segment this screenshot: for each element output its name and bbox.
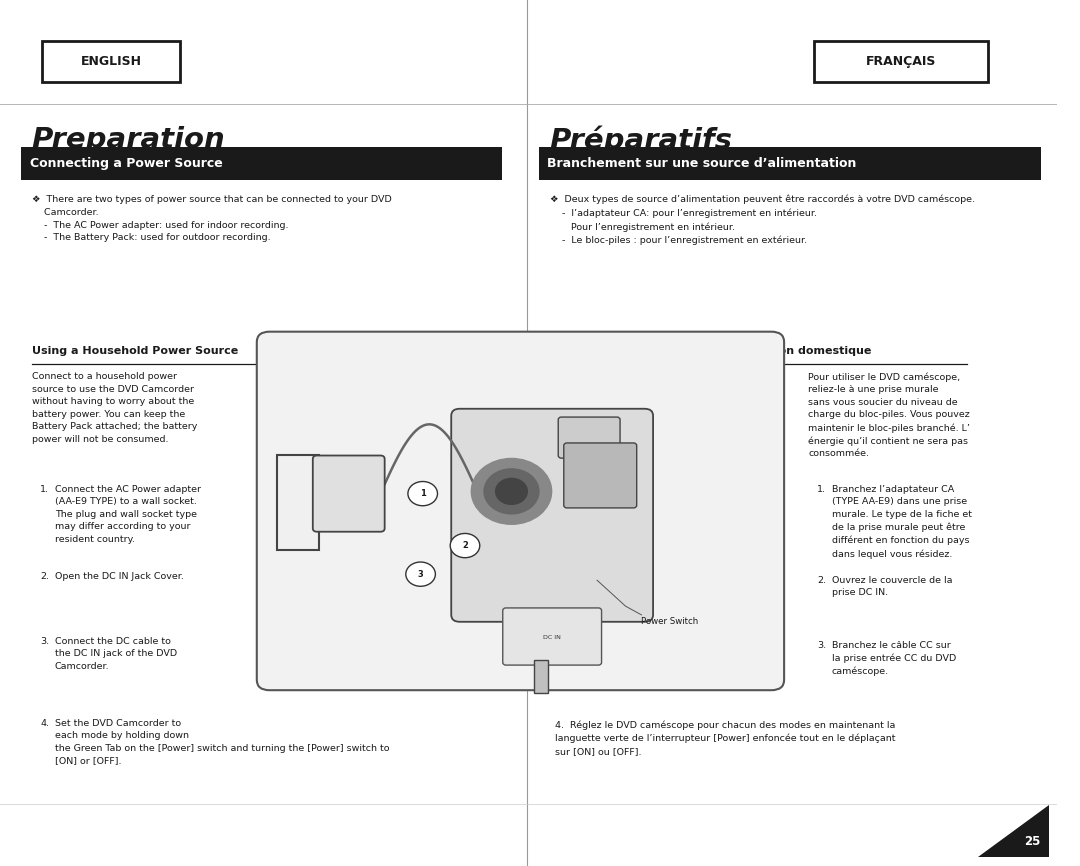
Text: Connect the AC Power adapter
(AA-E9 TYPE) to a wall socket.
The plug and wall so: Connect the AC Power adapter (AA-E9 TYPE…: [55, 485, 201, 544]
Text: FRANÇAIS: FRANÇAIS: [866, 55, 936, 68]
Bar: [539, 147, 1041, 180]
FancyBboxPatch shape: [558, 417, 620, 458]
Text: ❖  There are two types of power source that can be connected to your DVD
    Cam: ❖ There are two types of power source th…: [31, 195, 391, 242]
Text: Preparation: Preparation: [31, 126, 226, 153]
Text: Set the DVD Camcorder to
each mode by holding down
the Green Tab on the [Power] : Set the DVD Camcorder to each mode by ho…: [55, 719, 390, 766]
Text: Préparatifs: Préparatifs: [550, 126, 732, 155]
Text: Open the DC IN Jack Cover.: Open the DC IN Jack Cover.: [55, 572, 184, 580]
Circle shape: [406, 562, 435, 586]
Bar: [534, 660, 549, 693]
Circle shape: [408, 481, 437, 506]
Text: Using a Household Power Source: Using a Household Power Source: [31, 346, 238, 357]
FancyBboxPatch shape: [42, 41, 179, 82]
Text: Connect to a household power
source to use the DVD Camcorder
without having to w: Connect to a household power source to u…: [31, 372, 197, 444]
Text: Connecting a Power Source: Connecting a Power Source: [29, 157, 222, 171]
Bar: [22, 147, 502, 180]
Text: 25: 25: [1024, 835, 1041, 849]
Text: Branchez le câble CC sur
la prise entrée CC du DVD
caméscope.: Branchez le câble CC sur la prise entrée…: [832, 641, 956, 676]
FancyBboxPatch shape: [257, 332, 784, 690]
Text: 1.: 1.: [40, 485, 50, 494]
Circle shape: [496, 478, 527, 504]
FancyBboxPatch shape: [451, 409, 653, 622]
Text: Branchez l’adaptateur CA
(TYPE AA-E9) dans une prise
murale. Le type de la fiche: Branchez l’adaptateur CA (TYPE AA-E9) da…: [832, 485, 972, 559]
Text: DC IN: DC IN: [543, 635, 562, 640]
Bar: [276, 455, 320, 550]
Circle shape: [471, 458, 552, 524]
Text: Connect the DC cable to
the DC IN jack of the DVD
Camcorder.: Connect the DC cable to the DC IN jack o…: [55, 637, 177, 670]
Text: 2.: 2.: [40, 572, 50, 580]
Text: 1: 1: [420, 489, 426, 498]
Text: 4.: 4.: [40, 719, 50, 727]
Text: 3.: 3.: [40, 637, 50, 645]
FancyBboxPatch shape: [503, 608, 602, 665]
Text: ❖  Deux types de source d’alimentation peuvent être raccordés à votre DVD camésc: ❖ Deux types de source d’alimentation pe…: [550, 195, 974, 245]
Polygon shape: [977, 805, 1050, 857]
Circle shape: [484, 469, 539, 514]
FancyBboxPatch shape: [313, 456, 384, 532]
Text: Branchement sur une source d’alimentation: Branchement sur une source d’alimentatio…: [548, 157, 856, 171]
FancyBboxPatch shape: [564, 443, 637, 507]
Text: Power Switch: Power Switch: [642, 617, 699, 625]
Text: Pour utiliser le DVD caméscope,
reliez-le à une prise murale
sans vous soucier d: Pour utiliser le DVD caméscope, reliez-l…: [809, 372, 971, 458]
Text: 1.: 1.: [816, 485, 826, 494]
Text: 4.  Réglez le DVD caméscope pour chacun des modes en maintenant la
languette ver: 4. Réglez le DVD caméscope pour chacun d…: [555, 721, 895, 756]
Text: 2.: 2.: [816, 576, 826, 585]
Text: Ouvrez le couvercle de la
prise DC IN.: Ouvrez le couvercle de la prise DC IN.: [832, 576, 953, 598]
Text: 3.: 3.: [816, 641, 826, 650]
Text: ENGLISH: ENGLISH: [80, 55, 141, 68]
Text: Utilisation d’une source d’alimentation domestique: Utilisation d’une source d’alimentation …: [550, 346, 870, 357]
Circle shape: [450, 533, 480, 558]
Text: 3: 3: [418, 570, 423, 578]
Text: 2: 2: [462, 541, 468, 550]
FancyBboxPatch shape: [813, 41, 988, 82]
